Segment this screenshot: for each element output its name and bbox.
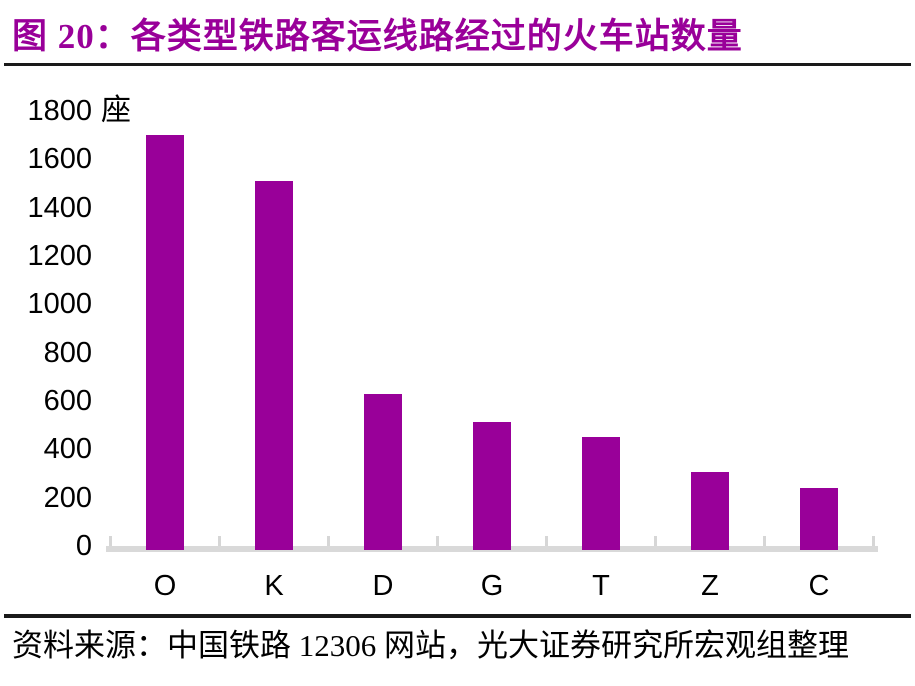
- y-axis-tick-label: 600: [43, 385, 92, 417]
- x-axis-tick: [763, 536, 766, 552]
- category-label-D: D: [372, 570, 394, 602]
- category-label-K: K: [264, 570, 284, 602]
- category-label-O: O: [153, 570, 177, 602]
- x-axis-tick: [218, 536, 221, 552]
- y-axis-tick-label: 1200: [27, 240, 92, 272]
- bar-C: [800, 488, 838, 550]
- bar-D: [364, 394, 402, 550]
- figure-title-text: 各类型铁路客运线路经过的火车站数量: [130, 17, 743, 56]
- x-axis-tick: [545, 536, 548, 552]
- bar-K: [255, 181, 293, 550]
- category-label-Z: Z: [701, 570, 719, 602]
- category-label-G: G: [480, 570, 504, 602]
- bar-T: [582, 437, 620, 550]
- bar-Z: [691, 472, 729, 550]
- source-note: 资料来源：中国铁路 12306 网站，光大证券研究所宏观组整理: [12, 628, 849, 663]
- y-axis-tick-label: 1600: [27, 143, 92, 175]
- y-axis-unit-label: 座: [101, 94, 131, 127]
- bar-G: [473, 422, 511, 550]
- figure-number-label: 图 20：: [12, 17, 131, 56]
- bar-O: [146, 135, 184, 550]
- y-axis-tick-label: 1000: [27, 288, 92, 320]
- x-axis-tick: [327, 536, 330, 552]
- figure-title: 图 20：各类型铁路客运线路经过的火车站数量: [12, 8, 743, 59]
- x-axis-tick: [872, 536, 875, 552]
- y-axis-tick-label: 0: [75, 530, 92, 562]
- x-axis-tick: [436, 536, 439, 552]
- y-axis-tick-label: 800: [43, 337, 92, 369]
- category-label-T: T: [592, 570, 610, 602]
- x-axis-tick: [109, 536, 112, 552]
- y-axis-tick-label: 1400: [27, 192, 92, 224]
- category-label-C: C: [808, 570, 830, 602]
- y-axis-tick-label: 400: [43, 433, 92, 465]
- x-axis-tick: [654, 536, 657, 552]
- y-axis-tick-label: 200: [43, 482, 92, 514]
- bottom-divider: [4, 614, 911, 618]
- top-divider: [4, 63, 911, 66]
- y-axis-tick-label: 1800: [27, 95, 92, 127]
